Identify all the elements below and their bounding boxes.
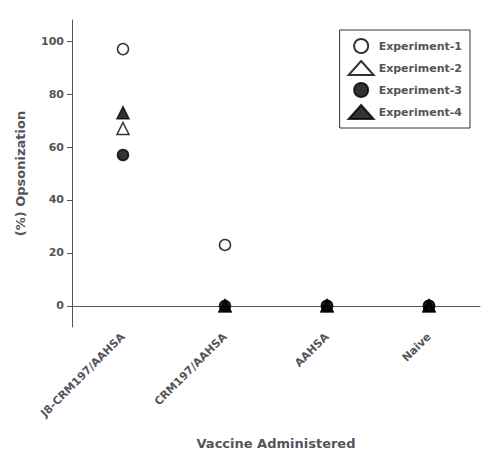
svg-text:20: 20 (49, 246, 65, 259)
svg-text:(%) Opsonization: (%) Opsonization (13, 111, 28, 236)
svg-text:Experiment-1: Experiment-1 (379, 40, 462, 53)
svg-text:40: 40 (49, 193, 65, 206)
svg-text:Experiment-4: Experiment-4 (379, 106, 463, 119)
svg-text:100: 100 (41, 35, 64, 48)
svg-text:AAHSA: AAHSA (292, 330, 332, 370)
svg-text:Experiment-3: Experiment-3 (379, 84, 462, 97)
svg-text:80: 80 (49, 88, 65, 101)
svg-text:Vaccine Administered: Vaccine Administered (197, 436, 356, 451)
svg-text:60: 60 (49, 141, 65, 154)
svg-text:CRM197/AAHSA: CRM197/AAHSA (152, 330, 230, 408)
svg-text:0: 0 (56, 299, 64, 312)
svg-text:Naive: Naive (400, 330, 434, 364)
svg-text:Experiment-2: Experiment-2 (379, 62, 462, 75)
svg-text:J8-CRM197/AAHSA: J8-CRM197/AAHSA (38, 330, 128, 420)
